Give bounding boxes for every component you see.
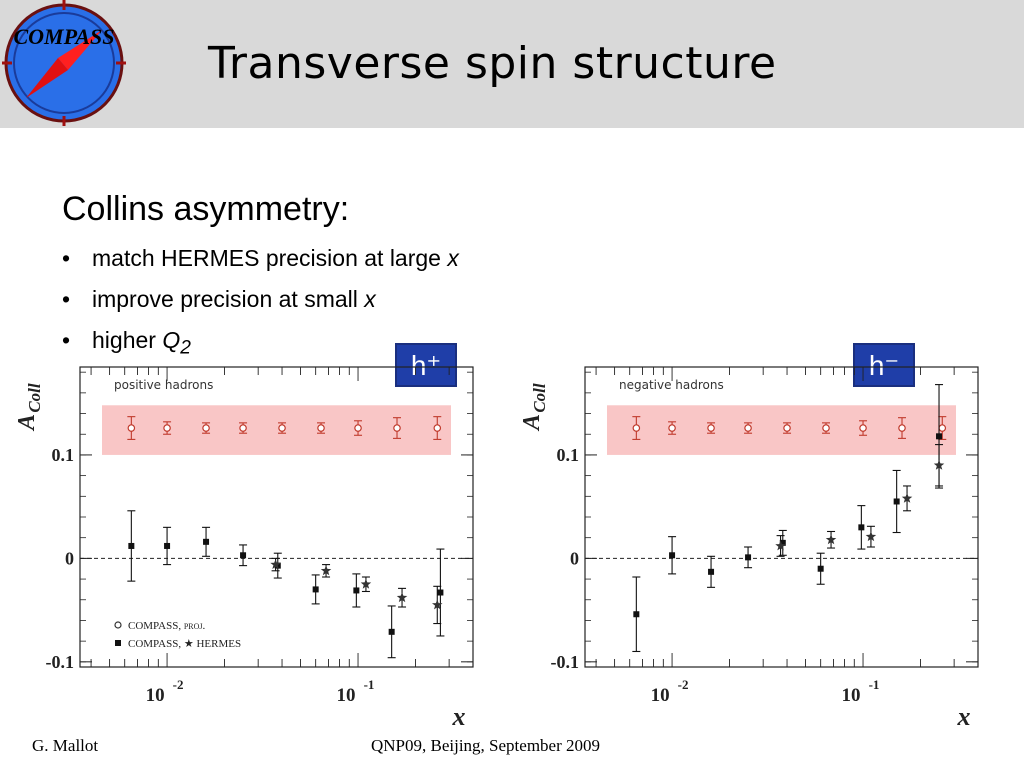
projection-point (354, 424, 362, 432)
legend-marker-circle (114, 621, 122, 629)
hermes-point (360, 578, 372, 589)
bullet-subscript: 2 (180, 337, 191, 359)
projection-point (127, 424, 136, 432)
compass-point (128, 542, 135, 549)
compass-point (203, 538, 210, 545)
compass-point (164, 542, 171, 549)
projection-point (822, 424, 830, 432)
projection-point (938, 424, 947, 432)
logo-text: COMPASS (13, 24, 114, 49)
projection-point (707, 424, 715, 432)
bullet-item: • improve precision at small x (62, 286, 376, 313)
compass-point (893, 498, 900, 505)
compass-point (708, 568, 715, 575)
bullet-item: • match HERMES precision at large x (62, 245, 459, 272)
x-tick-label-base: 10 (651, 685, 670, 706)
projection-point (317, 424, 325, 432)
legend-text: COMPASS, proj. (128, 620, 206, 632)
hermes-point (865, 531, 877, 542)
compass-point (240, 552, 247, 559)
x-tick-label-base: 10 (842, 685, 861, 706)
bullet-item: • higher Q2 (62, 327, 191, 360)
projection-point (239, 424, 247, 432)
compass-point (745, 554, 752, 561)
x-tick-label-exponent: -1 (869, 677, 880, 692)
x-tick-label-exponent: -2 (678, 677, 689, 692)
y-axis-label: A (519, 414, 545, 432)
compass-point (779, 539, 786, 546)
x-axis-label: x (957, 702, 971, 730)
x-tick-label-base: 10 (146, 685, 165, 706)
y-tick-label: 0.1 (557, 445, 580, 465)
section-heading: Collins asymmetry: (62, 190, 350, 228)
header-bar: COMPASS Transverse spin structure (0, 0, 1024, 128)
bullet-text: higher (92, 327, 163, 353)
hermes-point (775, 540, 786, 551)
y-axis-label: A (14, 414, 40, 432)
projection-point (668, 424, 676, 432)
compass-point (353, 587, 360, 594)
projection-band (102, 405, 451, 455)
legend-marker-square (115, 640, 121, 646)
x-axis-label: x (452, 702, 466, 730)
bullet-variable: x (447, 245, 459, 271)
hermes-point (432, 599, 443, 610)
bullet-variable: x (364, 286, 376, 312)
y-tick-label: 0 (570, 548, 579, 568)
page-title: Transverse spin structure (208, 38, 777, 89)
projection-point (632, 424, 641, 432)
hermes-point (396, 592, 408, 603)
x-tick-label-exponent: -1 (364, 677, 375, 692)
bullet-glyph: • (62, 245, 71, 271)
y-tick-label: 0 (65, 548, 74, 568)
y-tick-label: 0.1 (52, 445, 75, 465)
compass-point (817, 565, 824, 572)
hermes-point (270, 559, 281, 569)
projection-point (433, 424, 442, 432)
bullet-text: improve precision at small (92, 286, 365, 312)
projection-point (278, 424, 286, 432)
projection-point (859, 424, 867, 432)
x-tick-label-base: 10 (337, 685, 356, 706)
compass-point (633, 611, 640, 618)
bullet-variable: Q (162, 327, 181, 353)
y-axis-label-subscript: Coll (25, 383, 44, 413)
compass-point (388, 628, 395, 635)
footer-conference: QNP09, Beijing, September 2009 (371, 736, 601, 755)
x-tick-label-exponent: -2 (173, 677, 184, 692)
hermes-point (825, 534, 837, 545)
footer-author: G. Mallot (32, 736, 99, 755)
hermes-point (933, 459, 945, 470)
projection-point (163, 424, 171, 432)
bullet-glyph: • (62, 327, 71, 353)
projection-point (202, 424, 210, 432)
compass-point (858, 524, 865, 531)
projection-point (744, 424, 752, 432)
bullet-text: match HERMES precision at large (92, 245, 448, 271)
panel-label: positive hadrons (114, 378, 213, 392)
projection-band (607, 405, 956, 455)
positive-hadron-tag: h⁺ (395, 343, 457, 387)
y-tick-label: -0.1 (46, 652, 75, 672)
compass-point (936, 433, 943, 440)
panel-label: negative hadrons (619, 378, 724, 392)
y-axis-label-subscript: Coll (530, 383, 549, 413)
y-tick-label: -0.1 (551, 652, 580, 672)
projection-point (783, 424, 791, 432)
projection-point (393, 424, 401, 432)
compass-point (669, 552, 676, 559)
compass-point (312, 586, 319, 593)
compass-logo: COMPASS (2, 0, 126, 126)
hermes-point (901, 492, 913, 503)
hermes-point (320, 565, 332, 576)
legend-text: COMPASS, ★ HERMES (128, 638, 241, 650)
negative-hadron-tag: h⁻ (853, 343, 915, 387)
bullet-glyph: • (62, 286, 71, 312)
compass-point (437, 589, 444, 596)
projection-point (898, 424, 906, 432)
